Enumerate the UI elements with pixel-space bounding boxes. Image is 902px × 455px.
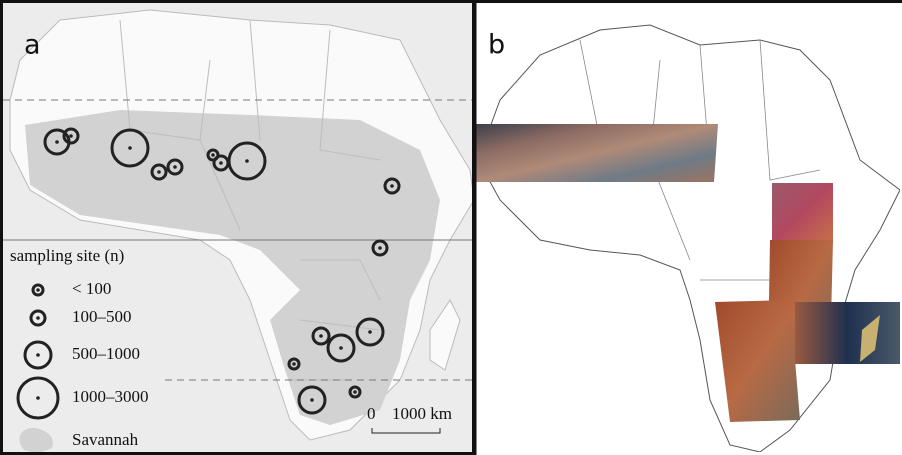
site-dot [36, 288, 40, 292]
satellite-scene [715, 300, 800, 422]
satellite-scene [795, 302, 900, 364]
site-dot [292, 362, 296, 366]
site-dot [219, 161, 223, 165]
legend-label: 500–1000 [72, 344, 140, 363]
site-dot [36, 353, 40, 357]
legend-title: sampling site (n) [10, 246, 124, 265]
site-dot [353, 390, 357, 394]
figure: a sampling site (n) Savannah 0 1000 km b… [0, 0, 902, 455]
site-dot [157, 170, 161, 174]
site-dot [339, 346, 343, 350]
satellite-scene [476, 124, 718, 182]
satellite-scene [772, 183, 833, 243]
site-dot [319, 334, 323, 338]
site-dot [36, 396, 40, 400]
site-dot [211, 153, 215, 157]
scale-label: 1000 km [392, 404, 452, 423]
site-dot [368, 330, 372, 334]
legend-label: 1000–3000 [72, 387, 149, 406]
legend-label: < 100 [72, 279, 111, 298]
site-dot [36, 316, 40, 320]
legend-label: Savannah [72, 430, 139, 449]
map-b [476, 0, 902, 455]
site-dot [55, 140, 59, 144]
site-dot [69, 134, 73, 138]
site-dot [310, 398, 314, 402]
site-dot [378, 246, 382, 250]
site-dot [245, 159, 249, 163]
legend-label: 100–500 [72, 307, 132, 326]
site-dot [173, 165, 177, 169]
panel-label: a [24, 30, 41, 61]
site-dot [390, 184, 394, 188]
panel-label: b [488, 30, 505, 61]
site-dot [128, 146, 132, 150]
scale-label: 0 [367, 404, 376, 423]
